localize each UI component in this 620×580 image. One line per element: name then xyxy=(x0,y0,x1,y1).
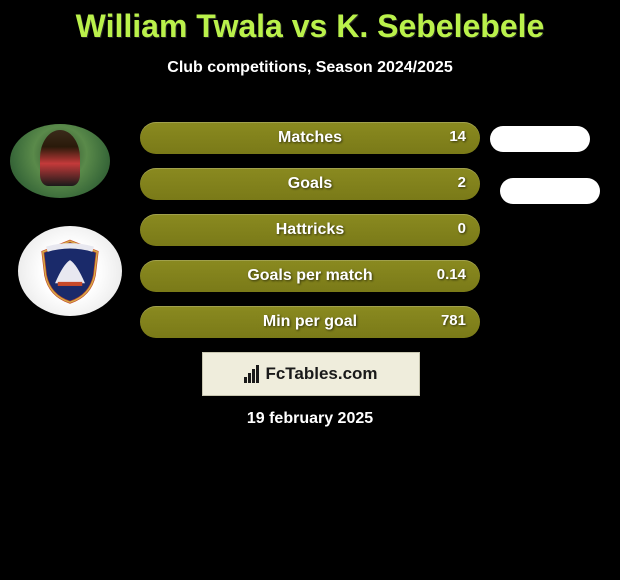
stat-value: 14 xyxy=(449,128,466,145)
comparison-pill xyxy=(500,178,600,204)
brand-label: FcTables.com xyxy=(265,364,377,384)
bar-chart-icon xyxy=(244,365,259,383)
stat-label: Hattricks xyxy=(276,221,344,239)
club-badge xyxy=(18,226,122,316)
date-label: 19 february 2025 xyxy=(0,410,620,428)
shield-icon xyxy=(36,237,104,305)
stat-value: 0.14 xyxy=(437,266,466,283)
stats-container: Matches 14 Goals 2 Hattricks 0 Goals per… xyxy=(140,122,480,352)
comparison-pill xyxy=(490,126,590,152)
stat-row-goals: Goals 2 xyxy=(140,168,480,200)
stat-row-mpg: Min per goal 781 xyxy=(140,306,480,338)
page-title: William Twala vs K. Sebelebele xyxy=(0,0,620,45)
stat-label: Goals per match xyxy=(247,267,372,285)
stat-row-hattricks: Hattricks 0 xyxy=(140,214,480,246)
stat-label: Min per goal xyxy=(263,313,357,331)
stat-value: 781 xyxy=(441,312,466,329)
stat-label: Goals xyxy=(288,175,332,193)
stat-value: 2 xyxy=(458,174,466,191)
stat-label: Matches xyxy=(278,129,342,147)
stat-row-matches: Matches 14 xyxy=(140,122,480,154)
brand-box[interactable]: FcTables.com xyxy=(202,352,420,396)
player-avatar xyxy=(10,124,110,198)
subtitle: Club competitions, Season 2024/2025 xyxy=(0,59,620,77)
stat-value: 0 xyxy=(458,220,466,237)
stat-row-gpm: Goals per match 0.14 xyxy=(140,260,480,292)
